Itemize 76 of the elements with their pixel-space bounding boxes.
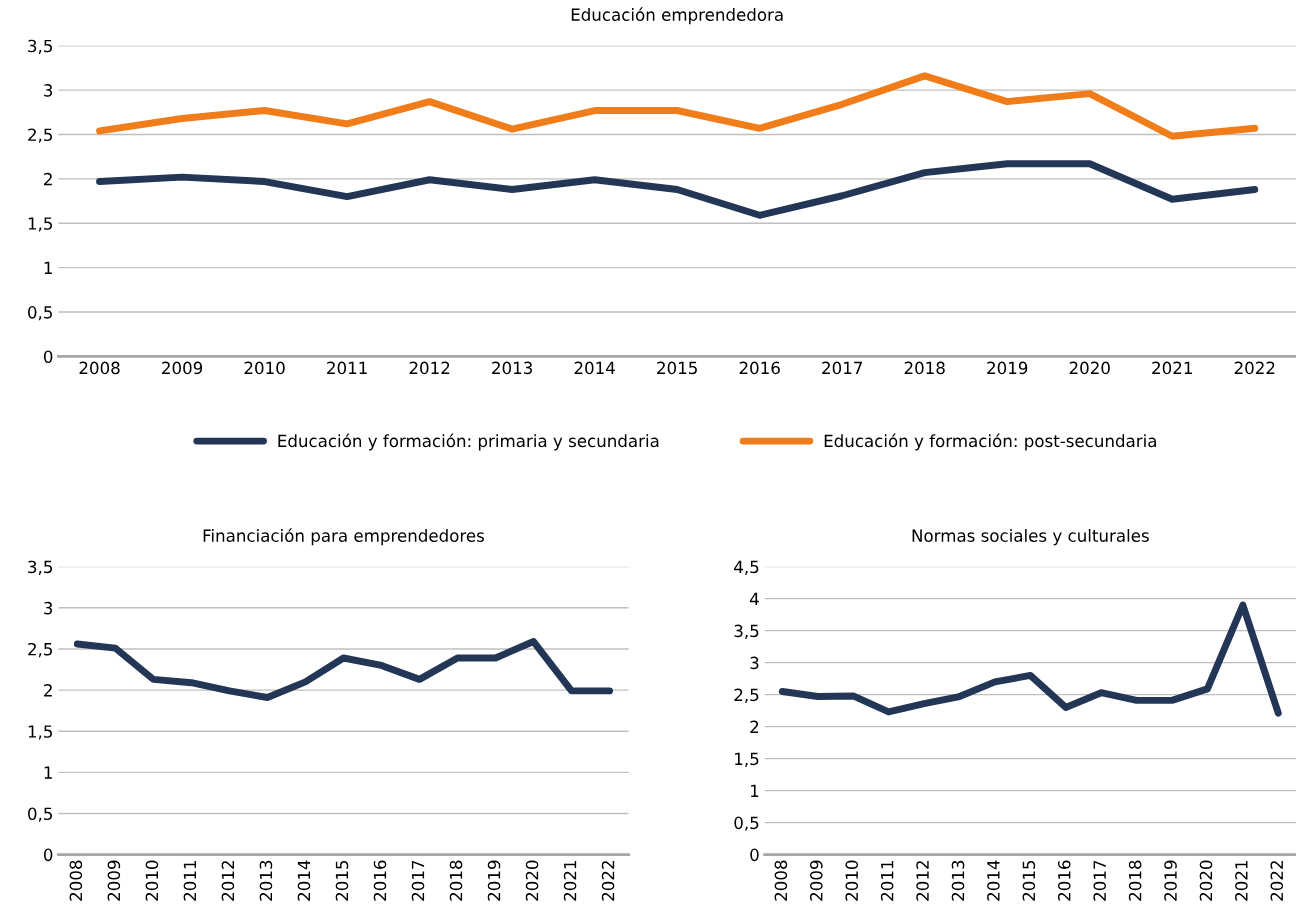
y-tick-label: 0,5 bbox=[734, 816, 759, 831]
x-tick-label: 2021 bbox=[1152, 361, 1192, 375]
x-tick-label: 2010 bbox=[244, 361, 285, 375]
y-tick-label: 0 bbox=[43, 848, 53, 862]
y-tick-label: 1,5 bbox=[28, 217, 52, 232]
x-tick-label: 2016 bbox=[373, 860, 387, 901]
x-tick-label: 2010 bbox=[845, 860, 859, 901]
legend-label: Educación y formación: post-secundaria bbox=[824, 433, 1156, 451]
x-tick-label: 2019 bbox=[987, 361, 1028, 375]
x-tick-label: 2008 bbox=[774, 860, 788, 901]
y-tick-label: 2,5 bbox=[734, 688, 759, 703]
y-tick-label: 1,5 bbox=[28, 725, 52, 740]
y-tick-label: 2 bbox=[44, 172, 52, 186]
x-tick-label: 2009 bbox=[107, 860, 121, 901]
chart-title: Normas sociales y culturales bbox=[912, 529, 1149, 546]
y-tick-label: 4 bbox=[749, 592, 759, 605]
x-tick-label: 2012 bbox=[409, 361, 450, 375]
x-tick-label: 2015 bbox=[1022, 860, 1036, 901]
y-tick-label: 0 bbox=[43, 350, 53, 364]
x-tick-label: 2008 bbox=[69, 860, 83, 901]
y-tick-label: 2 bbox=[44, 684, 52, 697]
x-tick-label: 2009 bbox=[162, 361, 203, 375]
x-tick-label: 2018 bbox=[449, 860, 463, 901]
x-tick-label: 2019 bbox=[487, 860, 501, 901]
y-tick-label: 3,5 bbox=[28, 39, 52, 54]
x-tick-label: 2011 bbox=[183, 860, 197, 901]
x-tick-label: 2022 bbox=[601, 861, 615, 901]
x-tick-label: 2010 bbox=[145, 860, 159, 901]
x-tick-label: 2021 bbox=[563, 860, 577, 901]
x-tick-label: 2014 bbox=[574, 361, 615, 375]
chart-title: Educación emprendedora bbox=[571, 7, 783, 25]
x-tick-label: 2008 bbox=[79, 361, 120, 375]
x-tick-label: 2012 bbox=[221, 861, 235, 901]
y-tick-label: 0 bbox=[750, 848, 759, 862]
y-tick-label: 1 bbox=[44, 766, 52, 779]
x-tick-label: 2012 bbox=[916, 861, 929, 901]
y-tick-label: 4,5 bbox=[734, 560, 759, 575]
y-tick-label: 2 bbox=[750, 720, 759, 733]
x-tick-label: 2013 bbox=[259, 860, 273, 901]
x-tick-label: 2013 bbox=[951, 860, 965, 901]
x-tick-label: 2017 bbox=[1093, 860, 1106, 901]
x-tick-label: 2014 bbox=[297, 860, 311, 901]
y-tick-label: 0,5 bbox=[28, 807, 52, 822]
x-tick-label: 2009 bbox=[810, 860, 823, 901]
y-tick-label: 3,5 bbox=[28, 560, 52, 575]
y-tick-label: 3 bbox=[44, 84, 53, 97]
x-tick-label: 2020 bbox=[525, 860, 539, 901]
x-tick-label: 2014 bbox=[987, 860, 1000, 901]
x-tick-label: 2022 bbox=[1234, 361, 1275, 375]
x-tick-label: 2021 bbox=[1235, 860, 1248, 901]
x-tick-label: 2018 bbox=[1128, 860, 1142, 901]
x-tick-label: 2011 bbox=[880, 860, 894, 901]
y-tick-label: 2,5 bbox=[28, 128, 52, 143]
x-tick-label: 2015 bbox=[657, 361, 697, 375]
x-tick-label: 2017 bbox=[822, 361, 862, 375]
y-tick-label: 1 bbox=[44, 261, 52, 274]
x-tick-label: 2016 bbox=[739, 361, 780, 375]
x-tick-label: 2020 bbox=[1199, 860, 1213, 901]
x-tick-label: 2011 bbox=[327, 361, 367, 375]
y-tick-label: 3 bbox=[44, 601, 53, 615]
legend-label: Educación y formación: primaria y secundaria bbox=[278, 433, 659, 451]
y-tick-label: 3,5 bbox=[734, 624, 759, 639]
x-tick-label: 2022 bbox=[1270, 861, 1284, 901]
x-tick-label: 2017 bbox=[411, 860, 425, 901]
x-tick-label: 2019 bbox=[1164, 860, 1177, 901]
x-tick-label: 2016 bbox=[1057, 860, 1071, 901]
chart-title: Financiación para emprendedores bbox=[203, 528, 484, 546]
y-tick-label: 3 bbox=[750, 656, 759, 670]
x-tick-label: 2013 bbox=[492, 361, 533, 375]
y-tick-label: 2,5 bbox=[28, 642, 52, 658]
x-tick-label: 2020 bbox=[1069, 361, 1110, 375]
y-tick-label: 1 bbox=[751, 784, 759, 797]
x-tick-label: 2015 bbox=[335, 860, 349, 901]
y-tick-label: 0,5 bbox=[28, 306, 52, 321]
x-tick-label: 2018 bbox=[904, 361, 945, 375]
y-tick-label: 1,5 bbox=[735, 752, 759, 767]
